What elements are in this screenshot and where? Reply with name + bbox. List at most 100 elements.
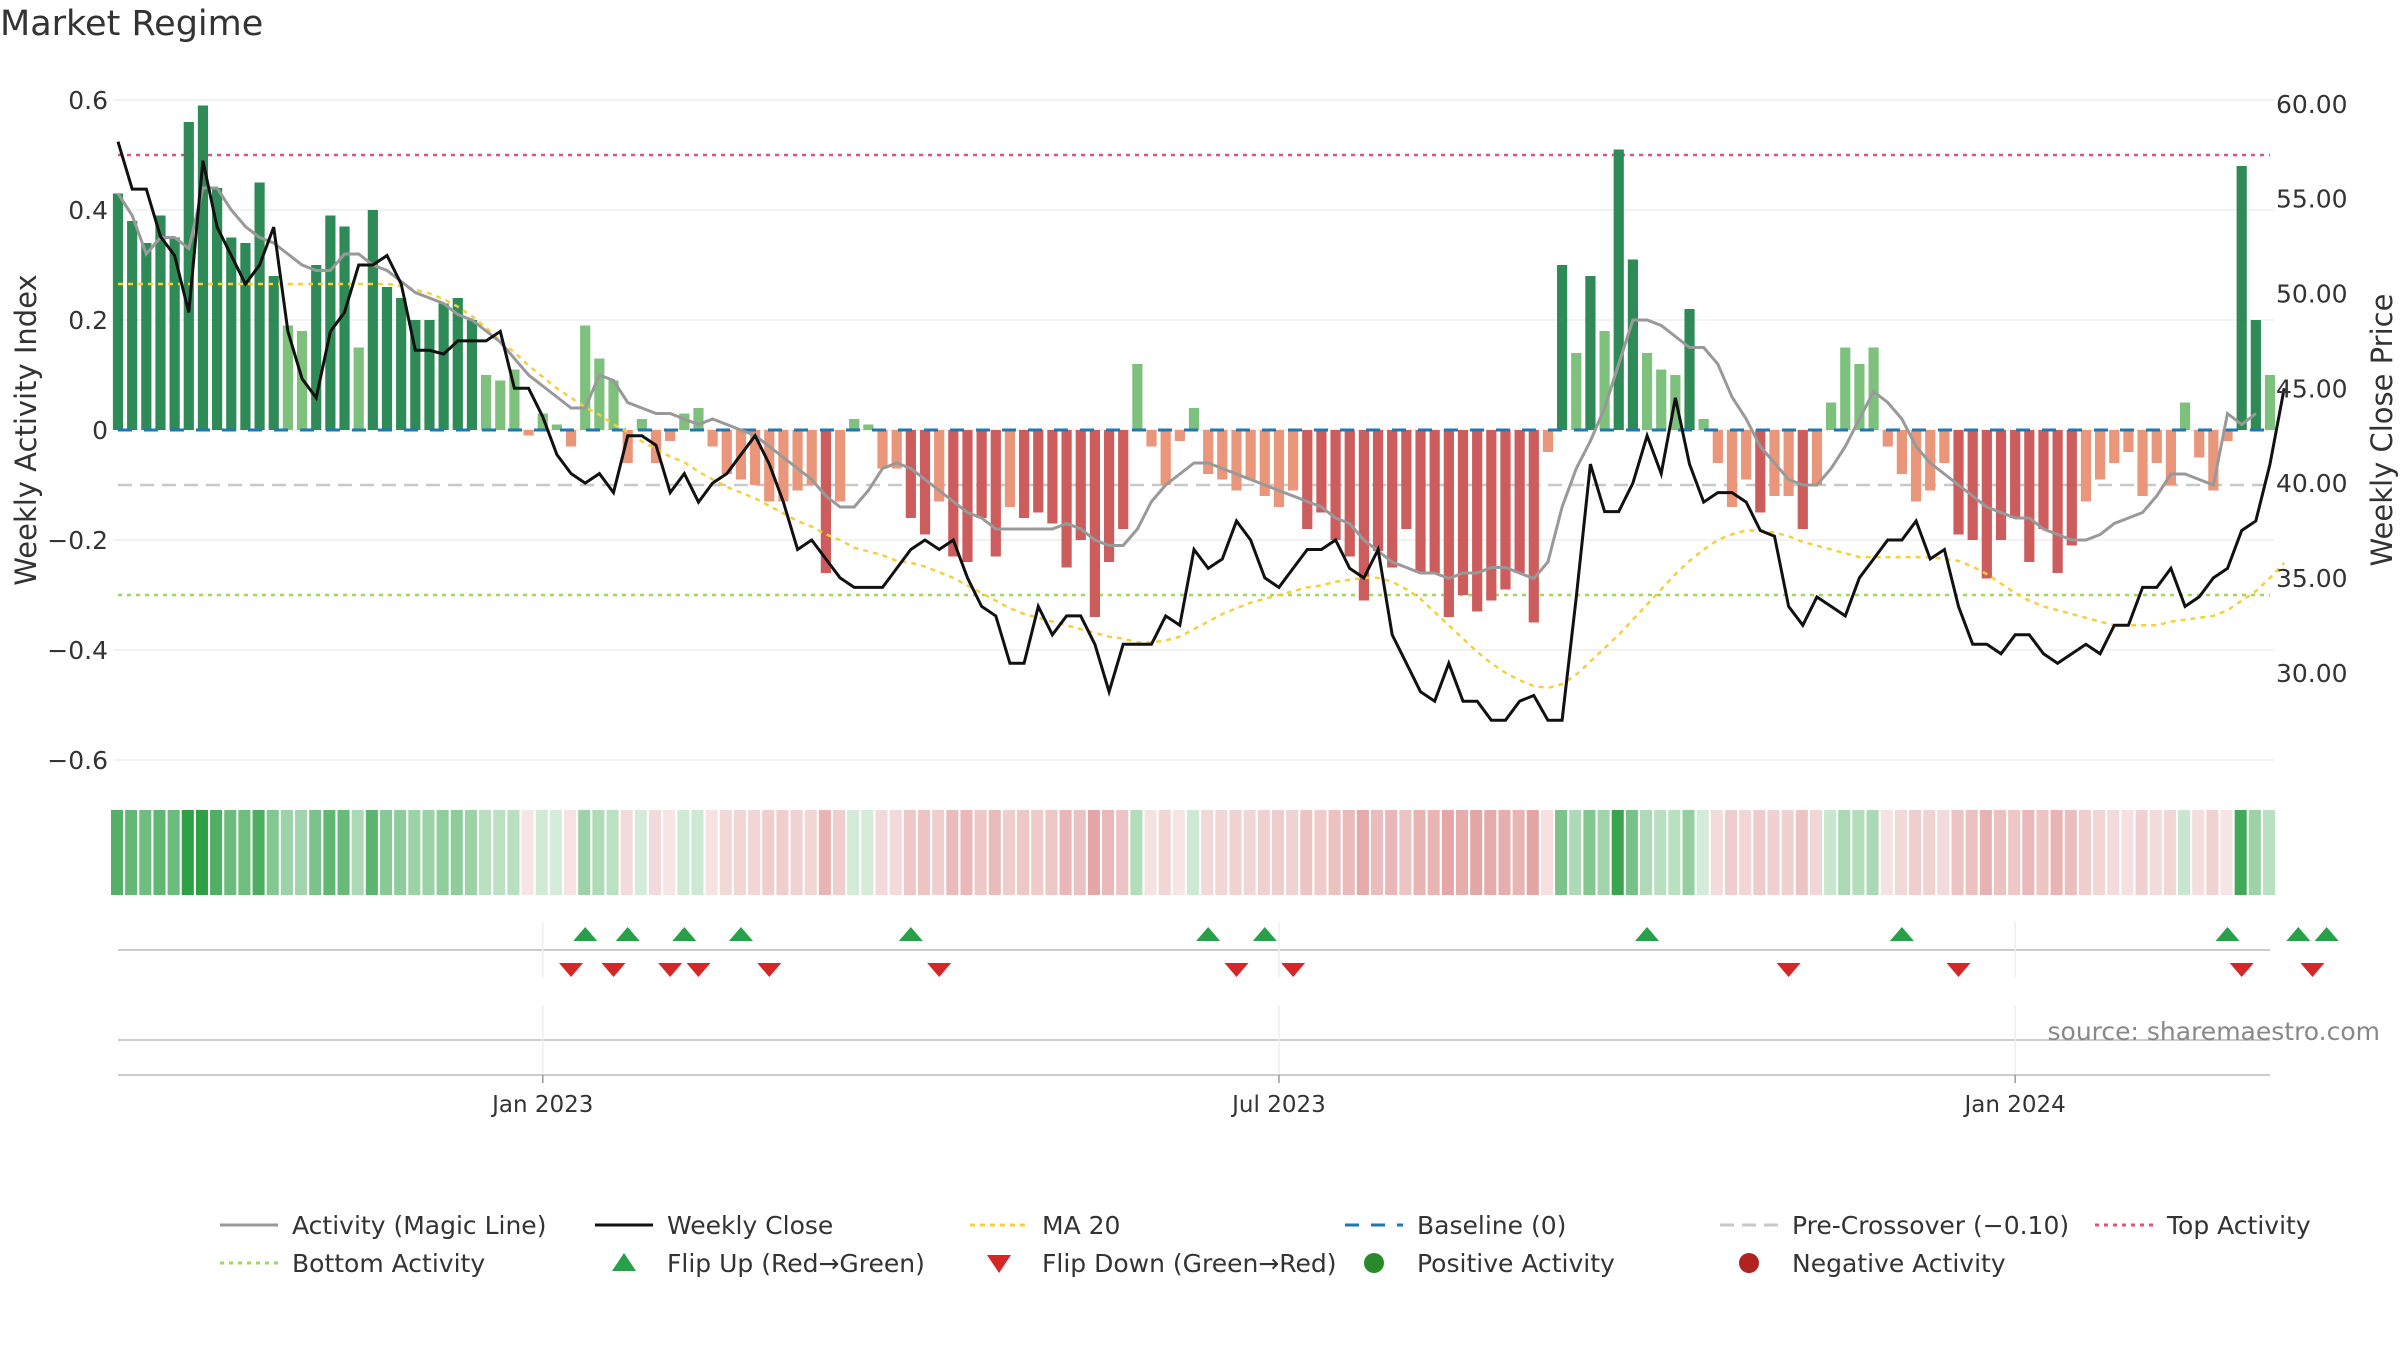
activity-bar: [1755, 430, 1766, 513]
regime-cell: [974, 810, 987, 895]
regime-cell: [917, 810, 931, 895]
activity-bar: [806, 430, 817, 485]
activity-bar: [1203, 430, 1214, 474]
regime-cell: [1130, 810, 1143, 895]
regime-cell: [1427, 810, 1440, 895]
regime-cell: [1031, 810, 1044, 895]
flip-up-marker: [1196, 927, 1221, 941]
regime-cell: [1328, 810, 1341, 895]
activity-bar: [1330, 430, 1341, 540]
regime-cell: [535, 810, 548, 895]
regime-cell: [2248, 810, 2261, 895]
activity-bar: [1981, 430, 1992, 579]
regime-cell: [1385, 810, 1398, 895]
regime-cell: [1073, 810, 1086, 895]
activity-bar: [424, 320, 435, 430]
regime-cell: [1866, 810, 1879, 895]
regime-cell: [1767, 810, 1780, 895]
regime-cell: [379, 810, 393, 895]
activity-bar: [1358, 430, 1369, 601]
regime-cell: [2178, 810, 2191, 895]
flip-up-marker: [573, 927, 598, 941]
activity-bar: [1217, 430, 1228, 480]
regime-cell: [1668, 810, 1681, 895]
activity-bar: [1571, 353, 1582, 430]
activity-bar: [580, 325, 591, 430]
regime-cell: [606, 810, 619, 895]
activity-bar: [636, 419, 647, 430]
activity-bar: [410, 320, 421, 430]
regime-cell: [125, 810, 138, 895]
regime-cell: [1271, 810, 1284, 895]
regime-cell: [1739, 810, 1752, 895]
activity-bar: [1514, 430, 1525, 573]
regime-cell: [1484, 810, 1497, 895]
activity-bar: [2264, 375, 2276, 430]
regime-cell: [2149, 810, 2162, 895]
activity-bar: [2137, 430, 2148, 496]
regime-cell: [1965, 810, 1978, 895]
activity-bar: [2179, 402, 2191, 430]
regime-cell: [634, 810, 647, 895]
regime-cell: [1215, 810, 1228, 895]
flip-up-marker: [615, 927, 640, 941]
regime-cell: [351, 810, 364, 895]
regime-cell: [1951, 810, 1964, 895]
legend-label: Activity (Magic Line): [292, 1211, 546, 1240]
activity-bar: [1925, 430, 1936, 491]
regime-cell: [210, 810, 223, 895]
flip-down-marker: [757, 963, 782, 977]
legend-label: Pre-Crossover (−0.10): [1792, 1211, 2069, 1240]
activity-bar: [197, 105, 209, 430]
activity-bar: [1075, 430, 1086, 540]
weekly-close-line: [116, 141, 2286, 722]
flip-down-marker: [1224, 963, 1249, 977]
regime-cell: [592, 810, 605, 895]
regime-cell: [408, 810, 421, 895]
left-tick-label: 0: [92, 416, 108, 445]
activity-bar: [679, 413, 690, 430]
left-tick-label: −0.4: [47, 636, 108, 665]
regime-cell: [337, 810, 350, 895]
regime-cell: [1186, 810, 1200, 895]
regime-cell: [1569, 810, 1582, 895]
regime-cell: [436, 810, 449, 895]
activity-bar: [792, 430, 803, 491]
regime-cell: [2121, 810, 2134, 895]
regime-cell: [1640, 810, 1653, 895]
activity-bar: [849, 419, 860, 430]
regime-cell: [818, 810, 831, 895]
flip-down-marker: [559, 963, 584, 977]
legend-swatch: [612, 1253, 636, 1271]
activity-bar: [1557, 265, 1568, 430]
right-tick-label: 60.00: [2276, 90, 2348, 119]
x-tick-label: Jul 2023: [1230, 1092, 1326, 1118]
activity-bar: [112, 193, 124, 430]
activity-bar: [254, 182, 265, 430]
activity-bar: [693, 408, 704, 430]
regime-cell: [1399, 810, 1412, 895]
regime-cell: [1017, 810, 1030, 895]
regime-cell: [365, 810, 378, 895]
activity-bar: [594, 358, 605, 430]
left-tick-label: −0.2: [47, 526, 108, 555]
activity-bar: [452, 298, 463, 430]
activity-bar: [919, 430, 931, 535]
regime-cell: [1979, 810, 1992, 895]
activity-bar: [778, 430, 789, 502]
activity-bar: [1967, 430, 1978, 540]
regime-cell: [1342, 810, 1355, 895]
flip-down-marker: [2229, 963, 2254, 977]
activity-bar: [268, 276, 279, 430]
activity-bar: [1387, 430, 1398, 568]
activity-bar: [2165, 430, 2176, 485]
flip-down-marker: [601, 963, 626, 977]
regime-cell: [1540, 810, 1553, 895]
regime-cell: [493, 810, 506, 895]
activity-bar: [1004, 430, 1016, 507]
flip-up-marker: [1252, 927, 1277, 941]
regime-cell: [1880, 810, 1893, 895]
regime-cell: [1852, 810, 1865, 895]
regime-cell: [2008, 810, 2021, 895]
